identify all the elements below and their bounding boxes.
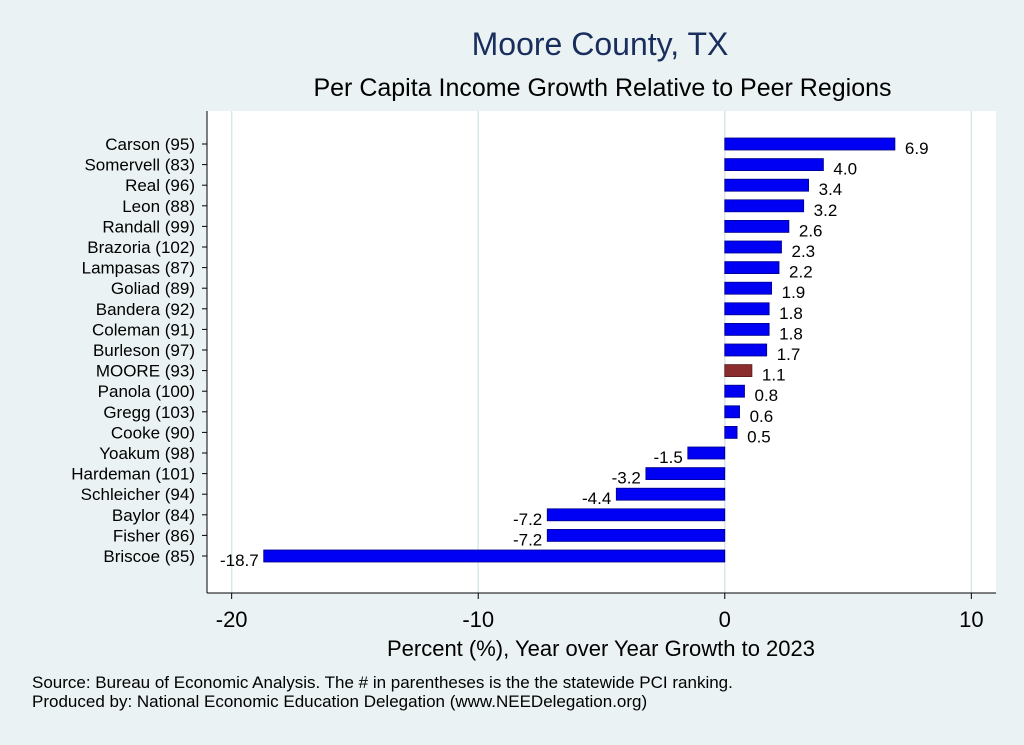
x-tick-label: -10 <box>462 607 494 632</box>
bar <box>724 281 773 295</box>
bar <box>724 425 738 439</box>
chart-subtitle: Per Capita Income Growth Relative to Pee… <box>313 74 892 102</box>
bar <box>724 158 824 172</box>
category-label: Lampasas (87) <box>82 259 195 278</box>
value-label: 6.9 <box>905 139 929 158</box>
category-label: Cooke (90) <box>111 423 195 442</box>
value-label: 0.5 <box>747 427 771 446</box>
value-label: 4.0 <box>833 160 857 179</box>
value-label: 0.6 <box>750 407 774 426</box>
category-label: Briscoe (85) <box>103 547 195 566</box>
bar <box>687 446 726 460</box>
value-label: -1.5 <box>654 448 683 467</box>
category-label: Carson (95) <box>105 135 195 154</box>
value-label: 1.8 <box>779 324 803 343</box>
value-label: -3.2 <box>612 469 641 488</box>
bar <box>645 467 726 481</box>
value-label: 1.7 <box>777 345 801 364</box>
category-label: MOORE (93) <box>96 362 195 381</box>
producer-note: Produced by: National Economic Education… <box>32 692 648 711</box>
category-label: Yoakum (98) <box>99 444 195 463</box>
value-label: 0.8 <box>755 386 779 405</box>
bar <box>724 384 745 398</box>
category-label: Bandera (92) <box>96 300 195 319</box>
value-label: -18.7 <box>220 551 259 570</box>
bar <box>615 487 726 501</box>
value-label: 2.2 <box>789 263 813 282</box>
bar <box>724 322 770 336</box>
bar <box>724 261 780 275</box>
value-label: 2.6 <box>799 221 823 240</box>
bar <box>724 364 753 378</box>
value-label: 1.1 <box>762 366 786 385</box>
bar <box>724 405 740 419</box>
category-label: Baylor (84) <box>112 506 195 525</box>
category-label: Goliad (89) <box>111 279 195 298</box>
category-label: Brazoria (102) <box>87 238 195 257</box>
bar <box>546 529 726 542</box>
category-label: Randall (99) <box>102 217 195 236</box>
bar <box>724 240 782 254</box>
bar <box>546 508 726 522</box>
bar <box>724 343 768 357</box>
category-label: Coleman (91) <box>92 320 195 339</box>
chart-title: Moore County, TX <box>471 26 729 62</box>
category-label: Leon (88) <box>122 197 195 216</box>
category-label: Burleson (97) <box>93 341 195 360</box>
bar <box>724 219 790 233</box>
value-label: -7.2 <box>513 510 542 529</box>
value-label: 3.2 <box>814 201 838 220</box>
x-tick-label: 0 <box>719 607 731 632</box>
category-label: Gregg (103) <box>103 403 195 422</box>
value-label: 3.4 <box>819 180 843 199</box>
category-label: Fisher (86) <box>113 526 195 545</box>
bar <box>724 137 896 151</box>
bar <box>724 199 805 213</box>
value-label: 1.8 <box>779 304 803 323</box>
value-label: 2.3 <box>791 242 815 261</box>
x-tick-label: 10 <box>959 607 983 632</box>
category-label: Somervell (83) <box>84 156 195 175</box>
value-label: -4.4 <box>582 489 611 508</box>
bar <box>263 549 726 563</box>
source-note: Source: Bureau of Economic Analysis. The… <box>32 673 733 692</box>
category-label: Real (96) <box>125 176 195 195</box>
category-label: Hardeman (101) <box>71 465 195 484</box>
x-tick-label: -20 <box>216 607 248 632</box>
bar <box>724 302 770 316</box>
value-label: -7.2 <box>513 530 542 549</box>
bar <box>724 178 810 192</box>
x-axis-title: Percent (%), Year over Year Growth to 20… <box>387 636 815 661</box>
value-label: 1.9 <box>782 283 806 302</box>
category-label: Panola (100) <box>98 382 195 401</box>
category-label: Schleicher (94) <box>81 485 195 504</box>
